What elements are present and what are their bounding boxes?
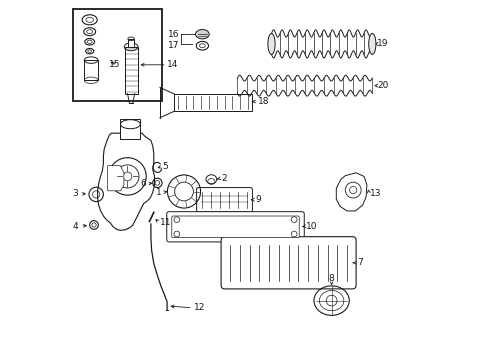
Text: 14: 14: [167, 60, 178, 69]
Text: 16: 16: [167, 30, 179, 39]
Text: 13: 13: [369, 189, 381, 198]
Text: 11: 11: [160, 218, 171, 227]
Bar: [128, 39, 134, 47]
Ellipse shape: [195, 30, 209, 39]
Text: 9: 9: [255, 195, 261, 204]
Polygon shape: [107, 166, 123, 191]
Text: 19: 19: [376, 40, 387, 49]
Bar: [73, 9, 162, 101]
Text: 7: 7: [356, 258, 362, 267]
FancyBboxPatch shape: [166, 212, 304, 242]
Bar: [84, 60, 98, 80]
Polygon shape: [98, 133, 154, 230]
FancyBboxPatch shape: [196, 188, 252, 212]
Text: 10: 10: [306, 222, 317, 231]
Ellipse shape: [267, 33, 275, 54]
Text: 3: 3: [72, 189, 78, 198]
FancyBboxPatch shape: [221, 237, 355, 289]
Text: 4: 4: [72, 222, 78, 231]
Ellipse shape: [368, 33, 375, 54]
Text: 6: 6: [141, 179, 146, 188]
Text: 12: 12: [194, 303, 205, 312]
Bar: [120, 119, 140, 139]
Text: 20: 20: [376, 81, 387, 90]
Text: 17: 17: [167, 41, 179, 50]
Text: 1: 1: [156, 188, 162, 197]
Text: 18: 18: [257, 97, 268, 106]
Bar: [174, 94, 251, 111]
FancyBboxPatch shape: [171, 216, 299, 238]
Bar: [124, 47, 137, 94]
Text: 15: 15: [108, 60, 120, 69]
Text: 8: 8: [328, 274, 334, 283]
Text: 2: 2: [221, 174, 226, 183]
Polygon shape: [336, 173, 366, 211]
Text: 5: 5: [162, 162, 168, 171]
